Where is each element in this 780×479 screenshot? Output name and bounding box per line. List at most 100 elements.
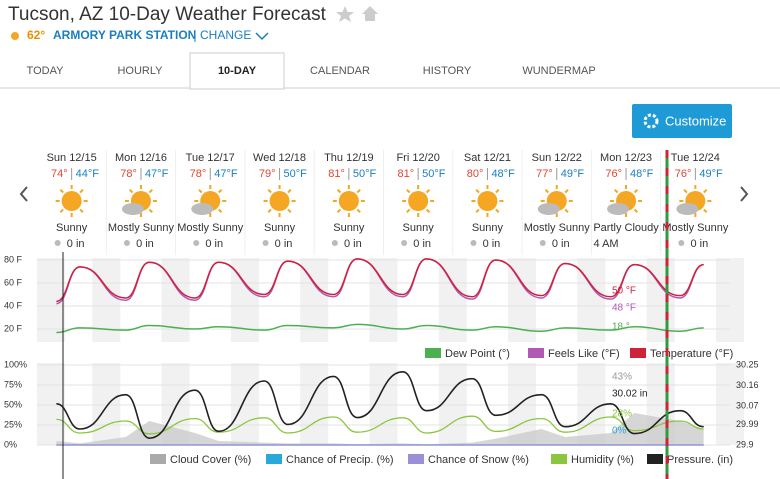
tab[interactable]: CALENDAR: [310, 65, 370, 77]
y-tick-label: 80 F: [4, 254, 23, 264]
legend-swatch: [150, 454, 166, 464]
day-precip: 0 in: [483, 238, 501, 250]
y-tick-label: 25%: [4, 419, 22, 429]
page-title: Tucson, AZ 10-Day Weather Forecast: [8, 4, 327, 25]
day-condition: Mostly Sunny: [108, 222, 175, 234]
day-low: 44°F: [76, 168, 100, 180]
day-precip: 4 AM: [594, 238, 619, 250]
sun-ray: [79, 188, 84, 194]
drop-icon: [54, 240, 61, 246]
sun-ray: [495, 208, 500, 214]
night-band: [577, 363, 606, 445]
tab[interactable]: TODAY: [27, 65, 65, 77]
gear-icon[interactable]: [643, 113, 659, 129]
temp-line: [56, 323, 704, 334]
sun-ray: [128, 188, 134, 194]
star-icon[interactable]: [336, 6, 354, 22]
day-low: 50°F: [284, 168, 308, 180]
day-low: 49°F: [561, 168, 585, 180]
sun-ray: [495, 188, 500, 194]
sun-ray: [267, 188, 272, 194]
y-tick-label: 20 F: [4, 323, 23, 333]
sun-ray: [683, 188, 688, 194]
sun-icon: [477, 191, 498, 211]
day-low: 47°F: [145, 168, 169, 180]
legend-swatch: [528, 348, 544, 358]
change-link[interactable]: CHANGE: [200, 28, 251, 42]
sun-ray: [703, 188, 708, 194]
legend-label: Humidity (%): [571, 454, 634, 466]
y-tick-label: 50%: [4, 399, 22, 409]
drop-icon: [539, 240, 546, 246]
day-condition: Sunny: [333, 222, 365, 234]
day-precip: 0 in: [552, 238, 570, 250]
sun-ray: [564, 188, 569, 194]
sun-ray: [287, 188, 292, 194]
night-band: [92, 363, 121, 445]
sun-ray: [425, 188, 431, 194]
sun-ray: [267, 208, 272, 214]
hover-readout: 28%: [612, 409, 632, 420]
day-date: Tue 12/24: [671, 152, 720, 164]
day-high: 80°: [467, 168, 484, 180]
active-tab[interactable]: [189, 52, 285, 90]
night-band: [716, 258, 744, 342]
customize-button[interactable]: [632, 104, 732, 138]
hover-readout: 18 °: [612, 322, 630, 333]
atmo-line: [56, 415, 704, 435]
night-band: [716, 363, 744, 445]
change-caret[interactable]: [255, 32, 269, 41]
day-precip: 0 in: [205, 238, 223, 250]
prev-arrow[interactable]: [19, 186, 28, 202]
night-band: [438, 363, 467, 445]
sun-ray: [475, 208, 480, 214]
day-date: Mon 12/23: [600, 152, 652, 164]
day-low: 50°F: [422, 168, 446, 180]
hover-readout: 50 °F: [612, 286, 636, 297]
sun-ray: [336, 208, 342, 214]
day-precip: 0 in: [344, 238, 362, 250]
day-condition: Mostly Sunny: [524, 222, 591, 234]
drop-icon: [401, 240, 408, 246]
y2-tick-label: 29.9: [736, 439, 754, 449]
day-high: 78°: [190, 168, 207, 180]
station-name[interactable]: ARMORY PARK STATION: [53, 28, 196, 42]
night-band: [300, 363, 329, 445]
day-date: Mon 12/16: [115, 152, 167, 164]
next-arrow[interactable]: [740, 186, 749, 202]
day-condition: Sunny: [403, 222, 435, 234]
tab[interactable]: HOURLY: [117, 65, 163, 77]
cloud-icon: [676, 203, 699, 215]
day-condition: Mostly Sunny: [662, 222, 729, 234]
home-icon[interactable]: [362, 6, 378, 21]
sun-ray: [356, 208, 361, 214]
drop-icon: [678, 240, 685, 246]
tab[interactable]: HISTORY: [423, 65, 472, 77]
tab[interactable]: 10-DAY: [218, 65, 257, 77]
sun-ray: [406, 208, 411, 214]
day-precip: 0 in: [413, 238, 431, 250]
hover-readout: 0%: [612, 426, 627, 437]
sun-ray: [633, 188, 639, 194]
day-date: Sat 12/21: [464, 152, 511, 164]
tab[interactable]: WUNDERMAP: [522, 65, 595, 77]
current-temp: 62°: [27, 28, 45, 42]
legend-swatch: [630, 348, 646, 358]
day-high: 76°: [675, 168, 692, 180]
legend-label: Chance of Precip. (%): [286, 454, 394, 466]
legend-label: Pressure. (in): [667, 454, 733, 466]
day-high: 76°: [605, 168, 622, 180]
legend-swatch: [408, 454, 424, 464]
cloud-area: [56, 413, 704, 445]
customize-label[interactable]: Customize: [665, 113, 726, 128]
sun-ray: [198, 188, 203, 194]
day-precip: 0 in: [67, 238, 85, 250]
sun-ray: [148, 208, 153, 214]
drop-icon: [123, 240, 130, 246]
sun-ray: [356, 188, 361, 194]
legend-swatch: [551, 454, 567, 464]
y2-tick-label: 30.07: [736, 401, 759, 411]
day-condition: Sunny: [56, 222, 88, 234]
drop-icon: [331, 240, 338, 246]
y2-tick-label: 30.25: [736, 359, 759, 369]
